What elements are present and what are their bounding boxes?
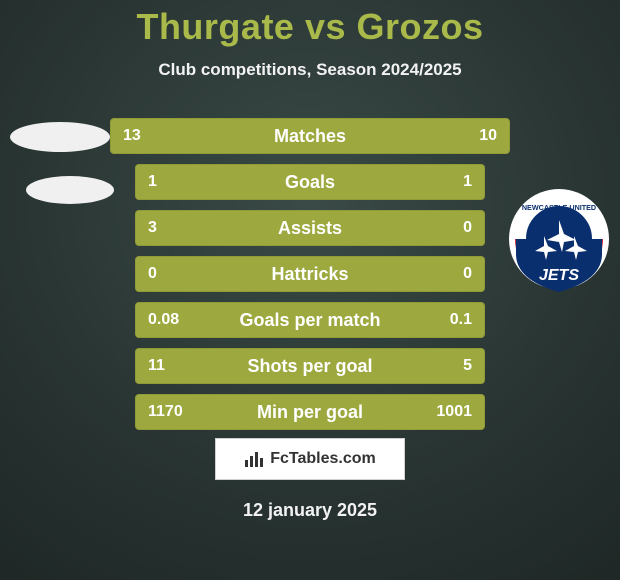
stat-value-left: 1 [136, 173, 226, 191]
stat-label: Matches [201, 126, 419, 147]
footer-date: 12 january 2025 [0, 500, 620, 521]
stats-rows: 13Matches101Goals13Assists00Hattricks00.… [0, 118, 620, 440]
stat-value-right: 1001 [394, 403, 484, 421]
stat-label: Goals per match [226, 310, 394, 331]
footer-logo-text: FcTables.com [270, 450, 376, 468]
title-left: Thurgate [136, 6, 294, 47]
stat-label: Assists [226, 218, 394, 239]
subtitle: Club competitions, Season 2024/2025 [0, 60, 620, 80]
stat-row: 1Goals1 [135, 164, 485, 200]
page-title: Thurgate vs Grozos [0, 0, 620, 48]
stat-row: 0Hattricks0 [135, 256, 485, 292]
stat-value-right: 0 [394, 219, 484, 237]
stat-row: 3Assists0 [135, 210, 485, 246]
stat-value-left: 11 [136, 357, 226, 375]
stat-row: 13Matches10 [110, 118, 510, 154]
stat-value-left: 0.08 [136, 311, 226, 329]
stat-label: Goals [226, 172, 394, 193]
stat-value-left: 13 [111, 127, 201, 145]
title-vs: vs [294, 6, 356, 47]
stat-value-right: 0 [394, 265, 484, 283]
stat-value-right: 0.1 [394, 311, 484, 329]
stat-value-left: 0 [136, 265, 226, 283]
footer-logo: FcTables.com [215, 438, 405, 480]
stat-value-right: 5 [394, 357, 484, 375]
stat-label: Hattricks [226, 264, 394, 285]
stat-value-right: 10 [419, 127, 509, 145]
stat-label: Shots per goal [226, 356, 394, 377]
stat-label: Min per goal [226, 402, 394, 423]
stat-value-left: 1170 [136, 403, 226, 421]
stat-row: 1170Min per goal1001 [135, 394, 485, 430]
stat-value-left: 3 [136, 219, 226, 237]
bar-chart-icon [244, 450, 264, 468]
stat-value-right: 1 [394, 173, 484, 191]
title-right: Grozos [357, 6, 484, 47]
stat-row: 11Shots per goal5 [135, 348, 485, 384]
stat-row: 0.08Goals per match0.1 [135, 302, 485, 338]
